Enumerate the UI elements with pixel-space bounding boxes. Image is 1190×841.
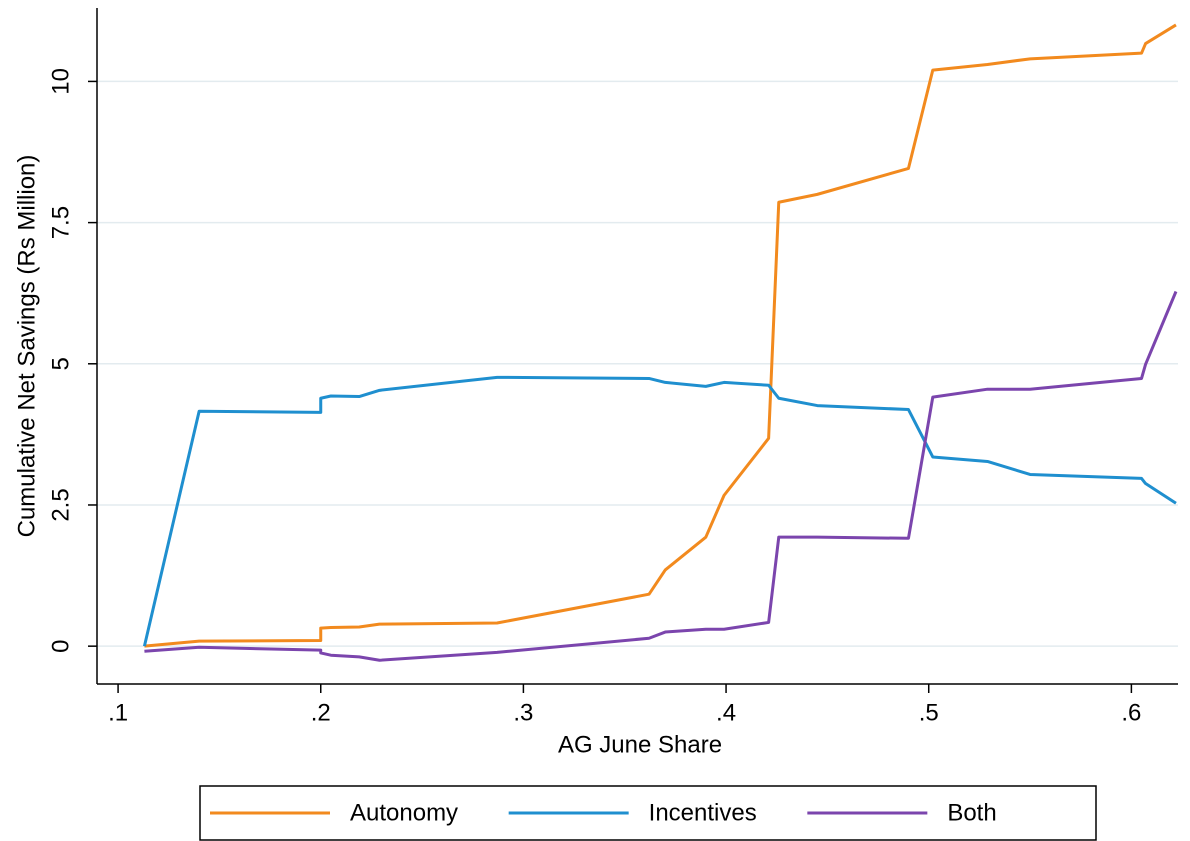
series-line bbox=[144, 290, 1178, 662]
x-tick-label: .3 bbox=[513, 699, 533, 726]
x-tick-label: .2 bbox=[311, 699, 331, 726]
legend-label: Both bbox=[947, 799, 996, 826]
legend-box bbox=[199, 785, 1097, 841]
y-tick-label: 0 bbox=[47, 639, 74, 652]
y-tick-label: 2.5 bbox=[47, 488, 74, 521]
y-tick-label: 7.5 bbox=[47, 206, 74, 239]
x-tick-label: .5 bbox=[919, 699, 939, 726]
x-tick-label: .4 bbox=[716, 699, 736, 726]
x-axis-label: AG June Share bbox=[558, 731, 722, 758]
legend-label: Incentives bbox=[649, 799, 757, 826]
series-line bbox=[142, 375, 1177, 647]
x-tick-label: .1 bbox=[108, 699, 128, 726]
y-tick-label: 10 bbox=[47, 68, 74, 95]
series-line bbox=[144, 23, 1177, 648]
y-tick-label: 5 bbox=[47, 357, 74, 370]
y-axis-label: Cumulative Net Savings (Rs Million) bbox=[13, 155, 40, 538]
x-tick-label: .6 bbox=[1121, 699, 1141, 726]
legend-label: Autonomy bbox=[350, 799, 458, 826]
